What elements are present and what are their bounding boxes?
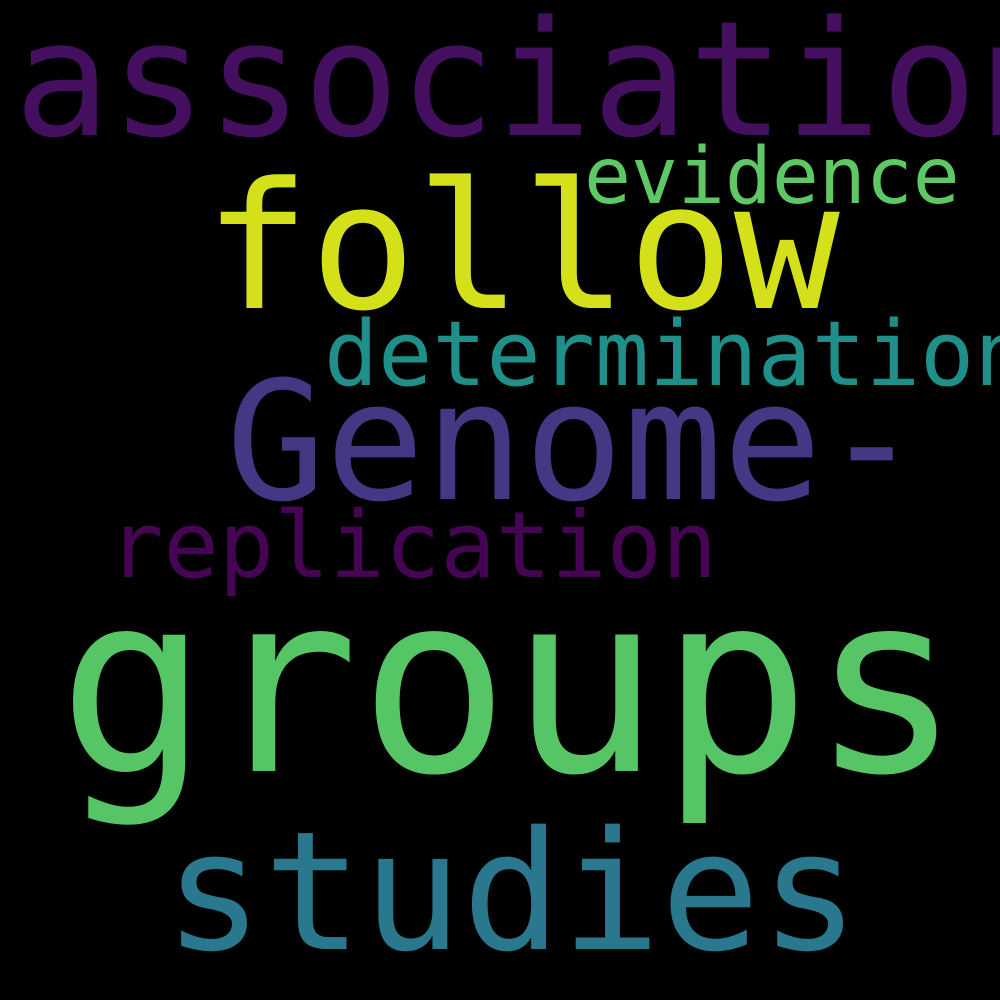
word-evidence: evidence bbox=[584, 132, 960, 222]
word-replication: replication bbox=[108, 492, 718, 599]
word-studies: studies bbox=[164, 796, 860, 988]
word-follow: follow bbox=[204, 145, 840, 350]
word-genome: Genome- bbox=[226, 346, 922, 538]
word-determination: determination bbox=[324, 302, 1000, 407]
word-association: association bbox=[14, 0, 1000, 173]
word-groups: groups bbox=[58, 539, 962, 830]
